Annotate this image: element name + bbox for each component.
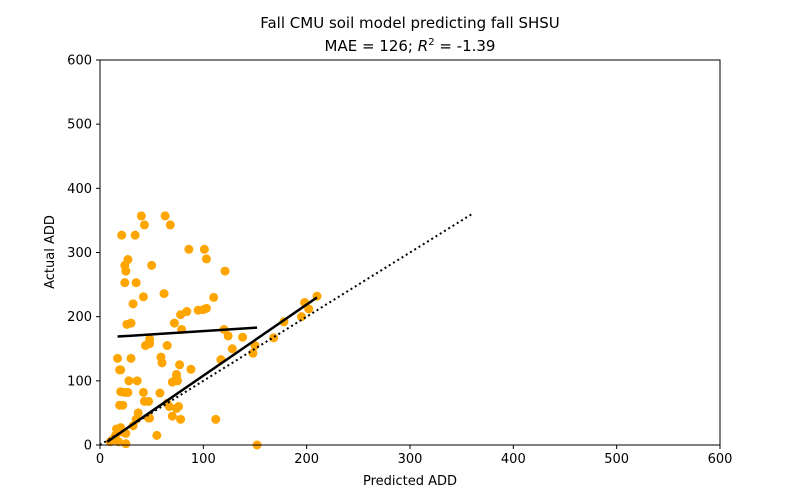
scatter-point (152, 430, 162, 440)
scatter-point (184, 244, 194, 254)
scatter-point (123, 255, 133, 265)
scatter-point (250, 341, 260, 351)
scatter-point (120, 278, 130, 288)
scatter-point (138, 387, 148, 397)
scatter-point (199, 244, 209, 254)
y-tick-label: 600 (67, 54, 92, 69)
fit-lines (99, 213, 473, 446)
x-tick-label: 300 (398, 452, 423, 467)
scatter-point (167, 411, 177, 421)
scatter-point (117, 230, 127, 240)
scatter-point (165, 220, 175, 230)
scatter-point (174, 402, 184, 411)
scatter-point (176, 414, 186, 424)
x-tick-label: 0 (96, 452, 104, 467)
scatter-point (157, 358, 167, 368)
scatter-point (159, 289, 169, 299)
scatter-point (116, 365, 126, 375)
scatter-point (175, 360, 185, 370)
scatter-point (297, 312, 306, 322)
scatter-point (132, 376, 142, 386)
fit-line-flat (117, 326, 258, 338)
x-axis-label: Predicted ADD (363, 474, 457, 489)
y-tick-label: 0 (84, 439, 92, 454)
scatter-point (136, 211, 146, 221)
scatter-point (173, 376, 182, 386)
y-tick-label: 300 (67, 246, 92, 261)
scatter-point (227, 344, 237, 354)
x-tick-label: 400 (501, 452, 526, 467)
subtitle-r: R (418, 37, 428, 55)
scatter-point (131, 278, 141, 288)
scatter-point (220, 266, 230, 276)
scatter-point (126, 318, 136, 328)
y-tick-label: 200 (67, 310, 92, 325)
scatter-point (138, 292, 148, 302)
scatter-point (124, 376, 134, 386)
y-axis-ticks: 0 100 200 300 400 500 600 (67, 54, 100, 454)
subtitle-r-superscript: 2 (428, 37, 434, 48)
y-tick-label: 500 (67, 118, 92, 133)
x-tick-label: 100 (191, 452, 216, 467)
scatter-point (144, 396, 154, 406)
x-axis-ticks: 0 100 200 300 400 500 600 (96, 445, 733, 467)
scatter-point (223, 331, 233, 341)
scatter-point (155, 388, 165, 398)
scatter-point (209, 292, 219, 302)
scatter-point (147, 260, 157, 270)
scatter-point (201, 254, 211, 264)
scatter-point (304, 304, 314, 314)
scatter-point (238, 332, 248, 342)
scatter-point (182, 307, 192, 317)
scatter-point (128, 299, 138, 309)
y-tick-label: 400 (67, 182, 92, 197)
scatter-point (160, 211, 170, 221)
scatter-point (164, 402, 174, 411)
x-tick-label: 600 (708, 452, 733, 467)
scatter-point (162, 341, 172, 351)
plot-area-frame (99, 59, 721, 446)
subtitle-r2-value: = -1.39 (435, 37, 496, 55)
scatter-point (139, 220, 149, 230)
subtitle-mae: MAE = 126; (325, 37, 418, 55)
scatter-point (248, 348, 258, 358)
scatter-point (114, 437, 124, 447)
x-tick-label: 200 (294, 452, 319, 467)
scatter-point (118, 400, 128, 410)
scatter-point (201, 303, 211, 313)
chart-subtitle: MAE = 126; R2 = -1.39 (325, 37, 496, 55)
scatter-point (121, 266, 131, 276)
scatter-point (121, 439, 131, 449)
scatter-point (120, 387, 130, 397)
scatter-point (269, 333, 279, 343)
identity-line (99, 213, 473, 446)
chart-title: Fall CMU soil model predicting fall SHSU (260, 14, 560, 32)
x-tick-label: 500 (604, 452, 629, 467)
scatter-point (140, 341, 150, 351)
scatter-point (130, 230, 140, 240)
scatter-point (126, 353, 136, 363)
y-tick-label: 100 (67, 374, 92, 389)
scatter-point (113, 353, 123, 363)
scatter-point (211, 414, 221, 424)
y-axis-label: Actual ADD (43, 215, 58, 289)
scatter-point (169, 318, 179, 328)
scatter-point (186, 364, 196, 374)
